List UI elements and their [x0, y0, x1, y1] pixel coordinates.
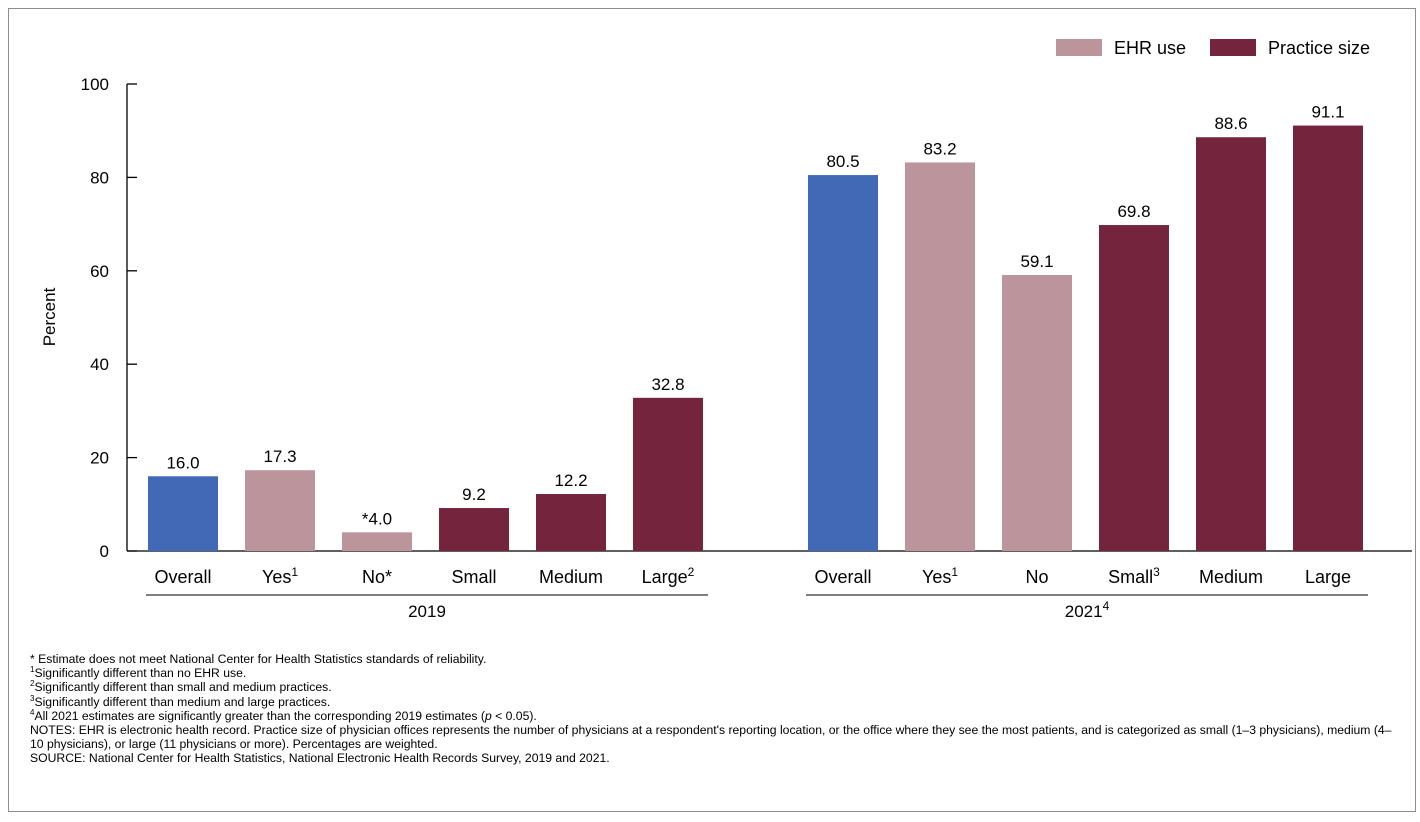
bar-2021-yes-category-sup: 1 — [951, 565, 958, 579]
bar-2019-yes — [245, 470, 315, 551]
bar-2019-overall — [148, 476, 218, 551]
bar-2021-medium-category-label: Medium — [1199, 567, 1263, 587]
legend-swatch-practice-size — [1210, 39, 1256, 56]
bar-2019-large-category-label: Large2 — [642, 565, 695, 587]
notes-text: NOTES: EHR is electronic health record. … — [30, 723, 1392, 752]
bar-2019-overall-value-label: 16.0 — [166, 453, 199, 472]
bar-2019-no-value-label: *4.0 — [362, 509, 392, 528]
legend-label-ehr-use: EHR use — [1114, 38, 1186, 58]
note-3: 3Significantly different than medium and… — [30, 693, 1400, 709]
note-2-text: Significantly different than small and m… — [34, 680, 332, 695]
bar-2019-yes-category-sup: 1 — [291, 565, 298, 579]
y-tick-label-20: 20 — [90, 449, 109, 468]
bar-2019-yes-value-label: 17.3 — [263, 447, 296, 466]
group-label-2021-sup: 4 — [1103, 599, 1110, 613]
y-tick-label-80: 80 — [90, 168, 109, 187]
note-4-text-after: < 0.05). — [491, 708, 537, 723]
bar-2019-medium-category-label: Medium — [539, 567, 603, 587]
legend-label-practice-size: Practice size — [1268, 38, 1370, 58]
note-1-mark: 1 — [30, 665, 35, 675]
bar-2019-medium-value-label: 12.2 — [554, 471, 587, 490]
note-4: 4All 2021 estimates are significantly gr… — [30, 707, 1400, 723]
bar-2019-small — [439, 508, 509, 551]
bar-2019-large — [633, 397, 703, 551]
y-tick-label-60: 60 — [90, 262, 109, 281]
source-text: SOURCE: National Center for Health Stati… — [30, 751, 610, 766]
bar-2021-overall-value-label: 80.5 — [826, 152, 859, 171]
bar-2019-small-value-label: 9.2 — [462, 485, 486, 504]
bar-2019-large-value-label: 32.8 — [651, 375, 684, 394]
bar-2021-no-value-label: 59.1 — [1020, 252, 1053, 271]
bar-2019-no-category-label: No* — [362, 567, 392, 587]
bar-2021-yes-value-label: 83.2 — [923, 139, 956, 158]
y-tick-label-40: 40 — [90, 355, 109, 374]
note-4-text-before: All 2021 estimates are significantly gre… — [34, 708, 485, 723]
bar-2021-yes-category-label: Yes1 — [922, 565, 958, 587]
note-2: 2Significantly different than small and … — [30, 679, 1400, 695]
bar-2021-overall-category-label: Overall — [814, 567, 871, 587]
footnotes: * Estimate does not meet National Center… — [30, 652, 1400, 766]
note-3-text: Significantly different than medium and … — [34, 694, 331, 709]
note-4-p: p — [484, 708, 492, 723]
group-label-2021: 20214 — [1065, 599, 1110, 621]
bar-2021-small-category-sup: 3 — [1153, 565, 1160, 579]
legend: EHR use Practice size — [1056, 38, 1370, 58]
bar-2019-small-category-label: Small — [451, 567, 496, 587]
bar-2021-medium-value-label: 88.6 — [1214, 114, 1247, 133]
legend-swatch-ehr-use — [1056, 39, 1102, 56]
bar-chart: EHR use Practice size 0 20 40 60 80 100 Percent… — [40, 38, 1412, 621]
x-axis: Overall Yes1 No* Small Medium Large22019Overa… — [146, 565, 1368, 621]
y-tick-label-100: 100 — [81, 75, 109, 94]
bar-2021-large-value-label: 91.1 — [1311, 103, 1344, 122]
note-1-text: Significantly different than no EHR use. — [34, 666, 247, 681]
bar-2021-small-category-label: Small3 — [1108, 565, 1160, 587]
bar-2019-overall-category-label: Overall — [154, 567, 211, 587]
note-star: * Estimate does not meet National Center… — [30, 652, 487, 666]
bar-2021-large — [1293, 125, 1363, 552]
y-axis-title: Percent — [40, 287, 59, 346]
bar-2021-overall — [808, 175, 878, 551]
bar-2021-medium — [1196, 137, 1266, 551]
bar-2021-no-category-label: No — [1025, 567, 1048, 587]
bar-2021-yes — [905, 162, 975, 551]
note-4-mark: 4 — [30, 707, 35, 717]
note-3-mark: 3 — [30, 693, 35, 703]
bars: 16.0 17.3 *4.0 9.2 12.2 32.8 80.5 83.2 59.1 69.8 8… — [148, 103, 1363, 552]
figure-frame — [8, 8, 1416, 812]
bar-2019-yes-category-label: Yes1 — [262, 565, 298, 587]
note-2-mark: 2 — [30, 679, 35, 689]
note-1: 1Significantly different than no EHR use… — [30, 665, 1400, 681]
y-tick-label-0: 0 — [100, 542, 109, 561]
bar-2021-small-value-label: 69.8 — [1117, 202, 1150, 221]
bar-2019-no — [342, 532, 412, 551]
bar-2019-large-category-sup: 2 — [688, 565, 695, 579]
bar-2021-no — [1002, 275, 1072, 551]
bar-2021-large-category-label: Large — [1305, 567, 1351, 587]
bar-2019-medium — [536, 494, 606, 551]
group-label-2019: 2019 — [408, 602, 446, 621]
bar-2021-small — [1099, 225, 1169, 551]
